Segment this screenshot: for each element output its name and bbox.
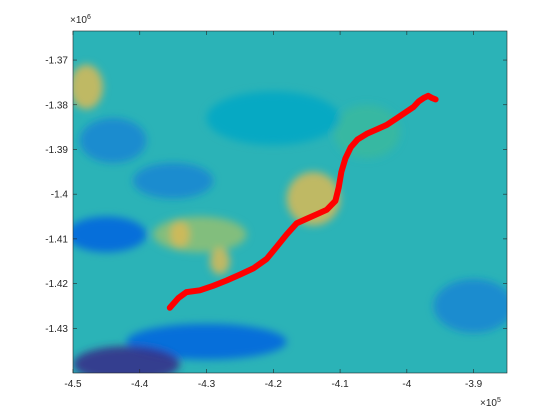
heatmap-region-11	[79, 118, 147, 163]
heatmap-region-10	[433, 279, 507, 333]
y-tick-label: -1.39	[45, 145, 68, 156]
x-multiplier-base: ×10	[480, 398, 497, 409]
x-tick-label: -4.1	[331, 379, 349, 390]
x-tick-label: -4.2	[265, 379, 283, 390]
y-tick-label: -1.42	[45, 279, 68, 290]
track-layer	[166, 92, 439, 311]
x-multiplier-exponent: 5	[497, 397, 501, 404]
track-line-0	[166, 92, 439, 311]
x-tick-label: -4.5	[64, 379, 82, 390]
heatmap-region-3	[153, 216, 247, 253]
heatmap-region-12	[206, 91, 341, 145]
y-axis: -1.37 -1.38 -1.39 -1.4 -1.41 -1.42 -1.43	[45, 56, 507, 335]
y-axis-multiplier: ×106	[70, 14, 91, 26]
heatmap-region-9	[133, 162, 214, 199]
x-tick-label: -4.3	[198, 379, 216, 390]
y-tick-label: -1.4	[51, 190, 69, 201]
heatmap-region-7	[126, 323, 287, 360]
x-tick-label: -4	[402, 379, 411, 390]
y-multiplier-exponent: 6	[87, 14, 91, 21]
y-tick-label: -1.43	[45, 324, 68, 335]
heatmap-field	[73, 64, 507, 373]
x-axis: -4.5 -4.4 -4.3 -4.2 -4.1 -4 -3.9	[64, 31, 483, 390]
x-tick-label: -4.4	[131, 379, 149, 390]
heatmap-region-6	[73, 216, 147, 253]
x-tick-label: -3.9	[465, 379, 483, 390]
heatmap-region-5	[209, 247, 230, 275]
y-tick-label: -1.41	[45, 234, 68, 245]
x-axis-multiplier: ×105	[480, 397, 501, 409]
heatmap-region-4	[169, 221, 190, 248]
axes-box	[72, 30, 508, 374]
y-tick-label: -1.38	[45, 100, 68, 111]
heatmap-region-8	[73, 346, 180, 373]
y-tick-label: -1.37	[45, 56, 68, 67]
y-multiplier-base: ×10	[70, 15, 87, 26]
plot-area	[73, 31, 507, 373]
heatmap-region-0	[73, 64, 104, 110]
